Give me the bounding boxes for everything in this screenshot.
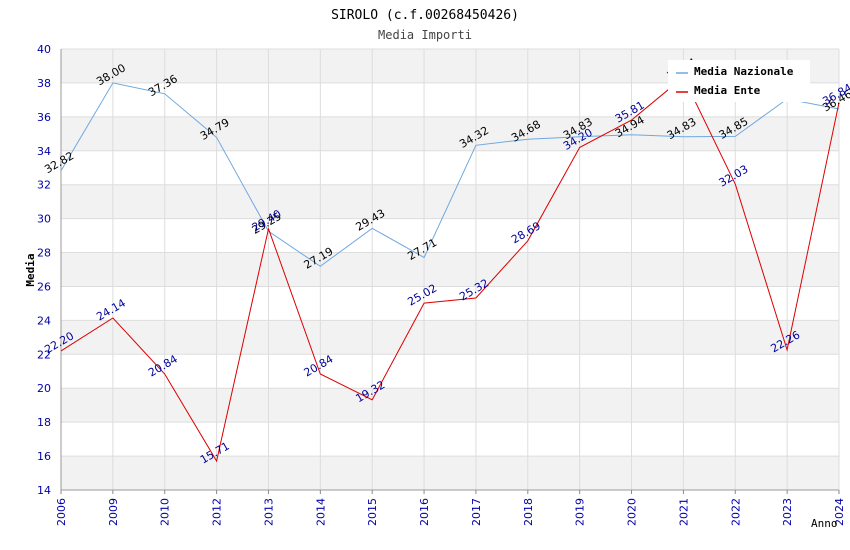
y-tick-label: 22 (37, 348, 51, 361)
x-axis-label: Anno (811, 517, 838, 530)
x-tick-label: 2016 (418, 498, 431, 526)
x-tick-label: 2020 (626, 498, 639, 526)
y-tick-label: 30 (37, 213, 51, 226)
x-tick-label: 2018 (522, 498, 535, 526)
x-tick-label: 2021 (677, 498, 690, 526)
legend-label-media-ente: Media Ente (694, 84, 761, 97)
legend-box (668, 60, 810, 102)
x-tick-label: 2006 (55, 498, 68, 526)
background-band (61, 320, 839, 355)
x-tick-label: 2010 (159, 498, 172, 526)
background-band (61, 456, 839, 490)
y-tick-label: 24 (37, 314, 51, 327)
y-tick-label: 16 (37, 450, 51, 463)
x-tick-label: 2024 (833, 498, 846, 526)
y-tick-label: 18 (37, 416, 51, 429)
x-tick-label: 2009 (107, 498, 120, 526)
y-tick-label: 28 (37, 247, 51, 260)
chart-title: SIROLO (c.f.00268450426) (331, 8, 519, 23)
chart-subtitle: Media Importi (378, 28, 472, 42)
y-tick-label: 40 (37, 43, 51, 56)
data-label-media-ente: 20.84 (302, 352, 336, 379)
x-tick-label: 2019 (574, 498, 587, 526)
y-tick-label: 36 (37, 111, 51, 124)
background-band (61, 388, 839, 423)
y-axis-label: Media (24, 253, 37, 286)
series-line-media-ente (60, 76, 840, 463)
x-tick-label: 2023 (781, 498, 794, 526)
x-tick-label: 2014 (314, 498, 327, 526)
x-tick-label: 2012 (211, 498, 224, 526)
background-bands (61, 49, 839, 490)
y-tick-label: 20 (37, 382, 51, 395)
y-tick-label: 14 (37, 484, 51, 497)
background-band (61, 116, 839, 151)
legend-label-media-nazionale: Media Nazionale (694, 65, 794, 78)
x-tick-label: 2022 (729, 498, 742, 526)
legend: Media Nazionale Media Ente (668, 60, 810, 102)
data-label-media-ente: 20.84 (146, 352, 180, 379)
series-lines (60, 76, 840, 463)
x-tick-label: 2017 (470, 498, 483, 526)
y-tick-label: 38 (37, 77, 51, 90)
x-tick-label: 2015 (366, 498, 379, 526)
y-tick-label: 34 (37, 145, 51, 158)
series-line-media-nazionale (60, 82, 840, 267)
y-tick-label: 32 (37, 179, 51, 192)
y-tick-label: 26 (37, 280, 51, 293)
background-band (61, 252, 839, 287)
x-tick-label: 2013 (262, 498, 275, 526)
